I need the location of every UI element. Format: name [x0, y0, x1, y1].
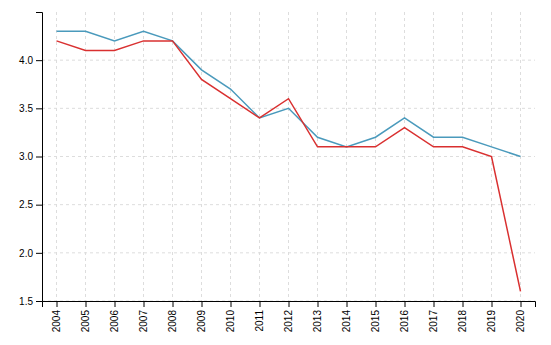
grid-line-y	[42, 156, 535, 157]
x-tick-label: 2016	[399, 310, 410, 333]
x-tick-label: 2009	[196, 310, 207, 333]
y-tick: 3.0	[19, 151, 42, 162]
series-line	[57, 31, 521, 156]
x-tick-mark	[173, 301, 174, 307]
x-tick-mark	[492, 301, 493, 307]
grid-line-x	[317, 12, 318, 301]
chart: 2004 2005 2006 2007 2008 2009 2010 2011 2012 2013…	[0, 0, 551, 345]
y-tick: 3.5	[19, 103, 42, 114]
x-tick-label: 2013	[312, 310, 323, 333]
y-tick-label: 2.0	[19, 248, 33, 259]
y-tick: 4.0	[19, 55, 42, 66]
x-tick: 2009	[196, 301, 207, 332]
y-tick: 2.5	[19, 199, 42, 210]
grid-line-y	[42, 204, 535, 205]
series-group	[57, 31, 521, 291]
grid-line-x	[346, 12, 347, 301]
grid-line-x	[172, 12, 173, 301]
x-axis: 2004 2005 2006 2007 2008 2009 2010 2011 2012 2013…	[43, 301, 536, 332]
x-tick-label: 2018	[457, 310, 468, 333]
y-tick-label: 4.0	[19, 55, 33, 66]
y-tick-label: 1.5	[19, 296, 33, 307]
grid	[42, 12, 535, 301]
x-tick-label: 2006	[109, 310, 120, 333]
y-tick-mark	[36, 301, 42, 302]
x-tick-mark	[57, 301, 58, 307]
x-tick-label: 2008	[167, 310, 178, 333]
y-tick-mark	[36, 205, 42, 206]
x-tick-label: 2010	[225, 310, 236, 333]
x-tick-mark	[202, 301, 203, 307]
x-tick-mark	[434, 301, 435, 307]
grid-line-x	[375, 12, 376, 301]
x-tick-label: 2015	[370, 310, 381, 333]
y-tick-mark	[36, 253, 42, 254]
grid-line-x	[201, 12, 202, 301]
x-tick-mark	[318, 301, 319, 307]
x-tick-label: 2012	[283, 310, 294, 333]
x-tick-label: 2014	[341, 310, 352, 333]
grid-line-x	[143, 12, 144, 301]
x-tick: 2007	[138, 301, 149, 332]
x-tick-label: 2007	[138, 310, 149, 333]
x-tick-mark	[260, 301, 261, 307]
y-tick-mark	[36, 157, 42, 158]
x-axis-line	[43, 302, 536, 308]
x-tick: 2013	[312, 301, 323, 332]
y-axis: 1.5 2.0 2.5 3.0 3.5 4.0	[19, 13, 42, 307]
x-tick: 2018	[457, 301, 468, 332]
x-tick-mark	[231, 301, 232, 307]
series-line	[57, 41, 521, 291]
y-tick-label: 3.5	[19, 103, 33, 114]
grid-line-y	[42, 60, 535, 61]
x-tick: 2014	[341, 301, 352, 332]
x-tick-label: 2011	[254, 310, 265, 332]
x-tick-label: 2004	[51, 310, 62, 333]
x-tick-mark	[405, 301, 406, 307]
x-tick-mark	[289, 301, 290, 307]
x-tick: 2008	[167, 301, 178, 332]
x-tick: 2020	[515, 301, 526, 332]
grid-line-y	[42, 252, 535, 253]
x-tick-mark	[521, 301, 522, 307]
x-tick-mark	[347, 301, 348, 307]
x-tick: 2011	[254, 301, 265, 332]
x-tick: 2004	[51, 301, 62, 332]
x-tick-mark	[376, 301, 377, 307]
x-tick: 2016	[399, 301, 410, 332]
y-tick-label: 3.0	[19, 151, 33, 162]
x-tick-mark	[463, 301, 464, 307]
x-tick-label: 2005	[80, 310, 91, 333]
x-tick: 2012	[283, 301, 294, 332]
x-tick: 2006	[109, 301, 120, 332]
x-tick: 2019	[486, 301, 497, 332]
y-tick-mark	[36, 60, 42, 61]
x-tick-label: 2020	[515, 310, 526, 333]
plot-area: 2004 2005 2006 2007 2008 2009 2010 2011 2012 2013…	[19, 12, 535, 332]
y-tick: 2.0	[19, 248, 42, 259]
x-tick-label: 2017	[428, 310, 439, 333]
x-tick: 2015	[370, 301, 381, 332]
y-tick-label: 2.5	[19, 199, 33, 210]
x-tick-label: 2019	[486, 310, 497, 333]
x-tick: 2005	[80, 301, 91, 332]
y-tick: 1.5	[19, 296, 42, 307]
x-tick-mark	[144, 301, 145, 307]
x-tick: 2017	[428, 301, 439, 332]
x-tick-mark	[86, 301, 87, 307]
y-axis-line	[36, 13, 43, 302]
x-tick: 2010	[225, 301, 236, 332]
y-tick-mark	[36, 108, 42, 109]
x-tick-mark	[115, 301, 116, 307]
